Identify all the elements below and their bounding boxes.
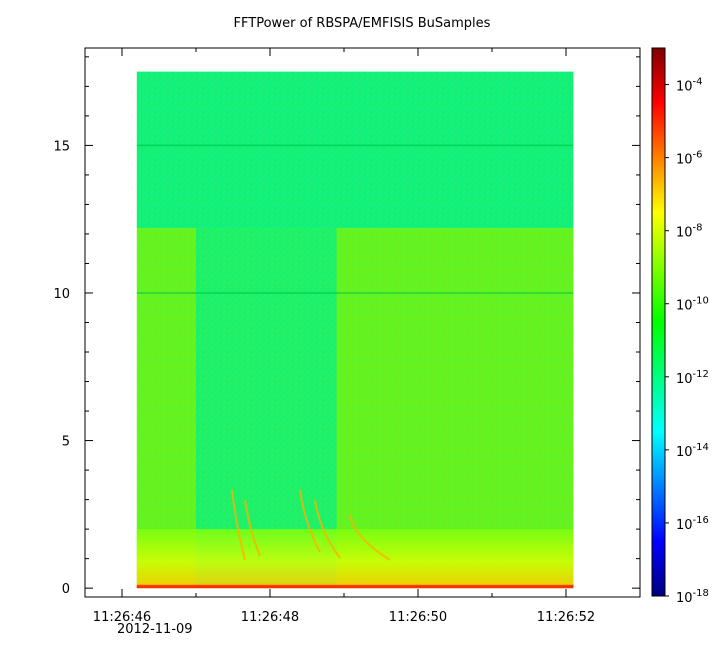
colorbar [651, 47, 666, 597]
colorbar-tick-label: 10-8 [676, 223, 703, 241]
y-tick-label: 15 [53, 139, 70, 154]
colorbar-tick-label: 10-12 [676, 369, 709, 387]
x-date-label: 2012-11-09 [117, 622, 193, 637]
colorbar-tick-label: 10-6 [676, 150, 703, 168]
chorus-arc [349, 514, 391, 561]
colorbar-tick-label: 10-10 [676, 296, 709, 314]
colorbar-tick-label: 10-14 [676, 442, 709, 460]
y-axis: 0 5 10 15 [53, 56, 640, 597]
chorus-arc [314, 499, 341, 559]
colorbar-tick-label: 10-16 [676, 515, 709, 533]
x-tick-label: 11:26:48 [241, 610, 299, 625]
x-tick-label: 11:26:46 [93, 610, 151, 625]
x-tick-label: 11:26:52 [537, 610, 595, 625]
low-frequency-band [136, 529, 574, 589]
chorus-arc [231, 489, 246, 561]
x-axis: 11:26:46 11:26:48 11:26:50 11:26:52 [93, 48, 641, 625]
baseline-band [136, 585, 574, 589]
colorbar-tick-label: 10-4 [676, 77, 703, 95]
colorbar-tick-label: 10-18 [676, 588, 709, 606]
chart-title: FFTPower of RBSPA/EMFISIS BuSamples [233, 16, 491, 31]
y-tick-label: 10 [53, 287, 70, 302]
chorus-arc [299, 489, 321, 553]
colorbar-axis: 10-4 10-6 10-8 10-10 10-12 10-14 10-16 10-18 [665, 77, 709, 606]
y-tick-label: 5 [62, 435, 70, 450]
x-tick-label: 11:26:50 [389, 610, 447, 625]
chorus-arc [244, 499, 261, 557]
noise-texture [136, 71, 574, 589]
y-tick-label: 0 [62, 582, 70, 597]
spectrogram-image [136, 71, 574, 589]
